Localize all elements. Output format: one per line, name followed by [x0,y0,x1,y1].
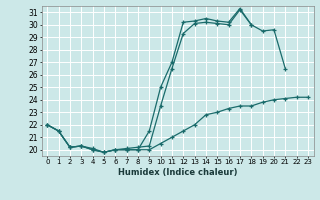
X-axis label: Humidex (Indice chaleur): Humidex (Indice chaleur) [118,168,237,177]
